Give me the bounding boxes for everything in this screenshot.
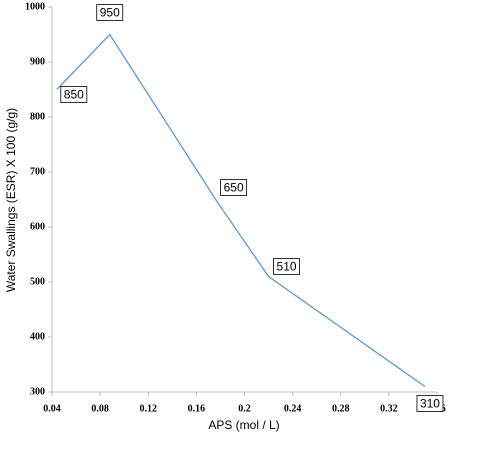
data-label: 510: [277, 260, 297, 274]
x-tick-label: 0.08: [91, 403, 109, 414]
y-tick-label: 700: [30, 166, 45, 177]
x-tick-label: 0.2: [238, 403, 251, 414]
x-tick-label: 0.28: [332, 403, 350, 414]
y-tick-label: 400: [30, 331, 45, 342]
data-label-box: [96, 4, 124, 21]
data-label-box: [220, 179, 248, 196]
x-tick-label: 0.32: [380, 403, 398, 414]
x-tick-label: 0.16: [188, 403, 206, 414]
data-label-box: [416, 395, 444, 412]
data-label: 650: [224, 181, 244, 195]
x-axis-title: APS (mol / L): [208, 418, 279, 432]
x-tick-label: 0.04: [43, 403, 61, 414]
y-tick-label: 900: [30, 56, 45, 67]
y-tick-label: 600: [30, 221, 45, 232]
y-axis-title: Water Swallings (ESR) X 100 (g/g): [4, 108, 18, 292]
data-label-box: [60, 86, 88, 103]
data-label: 850: [64, 88, 84, 102]
y-tick-label: 300: [30, 386, 45, 397]
data-label: 950: [100, 6, 120, 20]
data-label: 310: [420, 397, 440, 411]
y-tick-label: 1000: [25, 1, 45, 12]
x-tick-label: 0.12: [140, 403, 158, 414]
line: [56, 33, 426, 388]
x-tick-label: 0.24: [284, 403, 302, 414]
y-tick-label: 800: [30, 111, 45, 122]
data-label-box: [273, 258, 300, 275]
y-tick-label: 500: [30, 276, 45, 287]
